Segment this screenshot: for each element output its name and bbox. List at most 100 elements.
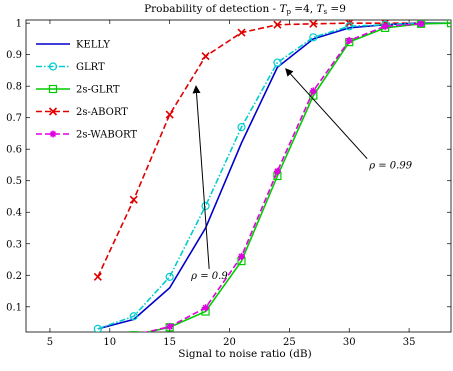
legend-label-2s-wabort: 2s-WABORT	[76, 130, 137, 141]
asterisk-marker	[49, 130, 57, 138]
square-marker	[446, 20, 451, 28]
legend-label-glrt: GLRT	[76, 62, 105, 73]
y-tick-label: 0.8	[6, 82, 22, 93]
title-ts-symbol: T	[316, 3, 324, 15]
data-point-glrt	[309, 33, 318, 42]
data-point-2s-wabort	[345, 36, 353, 44]
circle-marker	[165, 272, 174, 281]
y-tick-label: 0.3	[6, 239, 22, 250]
x-tick-label: 35	[403, 337, 416, 348]
x-marker	[129, 195, 138, 204]
legend-label-2s-glrt: 2s-GLRT	[76, 85, 120, 96]
data-point-2s-abort	[309, 20, 318, 28]
asterisk-marker	[381, 22, 389, 30]
data-point-2s-wabort	[94, 334, 101, 341]
circle-marker	[237, 123, 246, 132]
asterisk-marker	[132, 331, 135, 332]
data-point-glrt	[93, 324, 102, 332]
data-point-2s-wabort	[237, 252, 245, 260]
data-point-2s-glrt	[446, 20, 451, 28]
circle-marker	[273, 58, 282, 67]
series-line-2s-abort	[97, 22, 422, 278]
y-tick-label: 0.7	[6, 113, 22, 124]
y-tick-label: 0.5	[6, 176, 22, 187]
square-marker	[48, 84, 58, 94]
x-axis-label: Signal to noise ratio (dB)	[178, 348, 311, 360]
circle-marker	[48, 62, 58, 71]
x-marker	[48, 107, 58, 116]
x-tick-label: 20	[223, 337, 236, 348]
legend-marker-2s-glrt	[48, 84, 58, 94]
annotation-arrow-1	[192, 85, 210, 270]
data-point-2s-abort	[237, 28, 246, 37]
series-line-2s-wabort	[143, 22, 422, 332]
title-tp-symbol: T	[279, 3, 287, 15]
title-tp-value: =4,	[291, 3, 317, 15]
chart-title: Probability of detection - Tp =4, Ts =9	[144, 3, 346, 16]
y-tick-label: 0.2	[6, 271, 22, 282]
data-point-2s-abort	[165, 110, 174, 119]
title-tp-subscript: p	[286, 8, 291, 16]
asterisk-marker	[166, 323, 174, 331]
y-tick-label: 0.9	[6, 50, 22, 61]
circle-marker	[201, 201, 210, 211]
data-point-2s-glrt	[94, 334, 101, 341]
title-ts-subscript: s	[323, 8, 327, 16]
square-marker	[94, 334, 101, 341]
data-point-2s-wabort	[166, 323, 174, 331]
legend: KELLY GLRT 2s-GLRT 2s-ABORT 2s-WABORT	[36, 40, 137, 141]
x-tick-label: 25	[283, 337, 296, 348]
y-tick-label: 0.4	[6, 208, 22, 219]
data-point-2s-abort	[93, 272, 102, 281]
x-marker	[93, 272, 102, 281]
asterisk-marker	[345, 36, 353, 44]
data-point-2s-wabort	[381, 22, 389, 30]
legend-marker-2s-abort	[48, 107, 58, 116]
asterisk-marker	[237, 252, 245, 260]
asterisk-marker	[417, 20, 425, 28]
series-line-2s-glrt	[144, 22, 451, 332]
circle-marker	[93, 324, 102, 332]
title-ts-value: =9	[327, 3, 346, 15]
data-point-glrt	[273, 58, 282, 67]
asterisk-marker	[273, 167, 281, 175]
data-point-glrt	[237, 123, 246, 132]
series-line-glrt	[97, 22, 422, 330]
data-point-2s-wabort	[202, 304, 210, 312]
x-tick-label: 5	[47, 337, 53, 348]
data-point-2s-wabort	[309, 87, 317, 95]
x-tick-label: 15	[163, 337, 176, 348]
title-prefix: Probability of detection -	[144, 3, 279, 15]
x-tick-label: 10	[103, 337, 116, 348]
x-tick-label: 30	[343, 337, 356, 348]
x-marker	[165, 110, 174, 119]
x-marker	[201, 52, 210, 61]
legend-marker-2s-wabort	[49, 130, 57, 138]
data-point-2s-abort	[273, 20, 282, 29]
circle-marker	[345, 22, 354, 31]
y-tick-label: 0.6	[6, 145, 22, 156]
circle-marker	[129, 312, 138, 321]
legend-label-kelly: KELLY	[76, 40, 110, 51]
data-point-glrt	[165, 272, 174, 281]
y-tick-label: 0.1	[6, 302, 22, 313]
data-point-2s-wabort	[132, 331, 135, 332]
asterisk-marker	[202, 304, 210, 312]
x-marker	[273, 20, 282, 29]
data-point-2s-wabort	[417, 20, 425, 28]
plot-area: 5 10 15 20 25 30 35 0.1 0.2 0.3 0.4 0.5 0.6 0.7 0.8 0.9…	[6, 19, 452, 348]
x-marker	[309, 20, 318, 28]
x-marker	[237, 28, 246, 37]
data-point-glrt	[345, 22, 354, 31]
axes-frame	[25, 19, 452, 333]
data-point-2s-abort	[129, 195, 138, 204]
annotation-label-2: ρ = 0.99	[368, 161, 413, 172]
circle-marker	[309, 33, 318, 42]
legend-marker-glrt	[48, 62, 58, 71]
annotation-label-1: ρ = 0.9	[190, 271, 228, 282]
data-point-2s-glrt	[129, 331, 138, 332]
series-layer	[93, 20, 451, 341]
data-point-2s-abort	[201, 52, 210, 61]
data-point-2s-wabort	[273, 167, 281, 175]
